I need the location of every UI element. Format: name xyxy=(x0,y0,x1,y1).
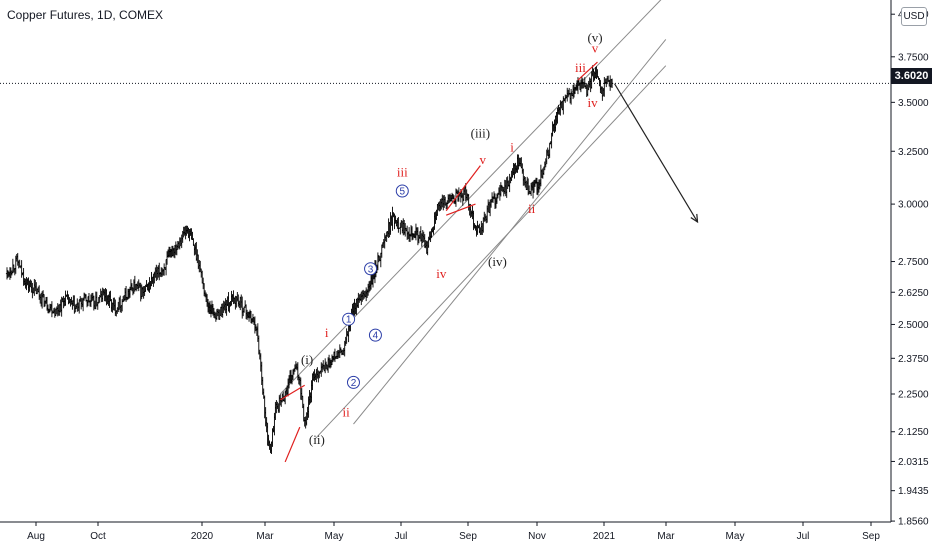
wave-label-red: ii xyxy=(343,404,351,419)
red-wave-line xyxy=(279,384,305,401)
y-tick-label: 1.8560 xyxy=(898,517,929,528)
red-wave-line xyxy=(445,165,481,212)
red-wave-lines xyxy=(279,61,598,463)
channel-line xyxy=(279,0,662,395)
wave-label-circled: 5 xyxy=(395,184,409,198)
channel-line xyxy=(353,39,667,425)
wave-label-black: (v) xyxy=(587,30,602,45)
channel-line xyxy=(314,65,667,440)
x-tick-label: May xyxy=(325,531,344,542)
last-price-label: 3.6020 xyxy=(891,68,932,84)
chart-title: Copper Futures, 1D, COMEX xyxy=(7,8,164,22)
wave-label-circled: 4 xyxy=(368,328,382,342)
wave-label-black: (i) xyxy=(301,352,313,367)
wave-circle xyxy=(342,312,356,326)
candle xyxy=(611,78,614,88)
y-tick-label: 2.6250 xyxy=(898,288,929,299)
currency-button[interactable]: USD xyxy=(901,7,927,26)
y-tick-label: 3.5000 xyxy=(898,98,929,109)
x-tick-label: Jul xyxy=(395,531,408,542)
wave-label-red: v xyxy=(480,152,487,167)
wave-label-text: 1 xyxy=(346,315,352,326)
x-tick-label: Sep xyxy=(459,531,477,542)
wave-label-black: (ii) xyxy=(309,432,325,447)
wave-circle xyxy=(364,262,378,276)
candles xyxy=(5,65,614,455)
red-wave-line xyxy=(284,426,301,463)
wave-circle xyxy=(346,375,360,389)
x-tick-label: Mar xyxy=(657,531,675,542)
y-tick-label: 2.7500 xyxy=(898,257,929,268)
wave-label-black: (iii) xyxy=(471,126,491,141)
wave-label-red: iii xyxy=(397,164,408,179)
forecast-arrow-head xyxy=(690,213,699,224)
wave-label-red: ii xyxy=(528,201,536,216)
y-tick-label: 3.0000 xyxy=(898,200,929,211)
x-tick-label: Aug xyxy=(27,531,45,542)
red-wave-line xyxy=(445,203,476,216)
x-tick-label: Oct xyxy=(90,531,106,542)
wave-label-text: 4 xyxy=(373,331,379,342)
y-tick-label: 2.0315 xyxy=(898,457,929,468)
wave-label-red: iv xyxy=(588,95,599,110)
x-tick-label: 2021 xyxy=(593,531,616,542)
forecast-arrow-line xyxy=(614,83,699,223)
x-tick-label: May xyxy=(726,531,745,542)
x-tick-label: Jul xyxy=(797,531,810,542)
wave-label-red: i xyxy=(510,140,514,155)
x-tick-label: 2020 xyxy=(191,531,214,542)
wave-label-circled: 3 xyxy=(364,262,378,276)
wave-circle xyxy=(395,184,409,198)
wave-label-red: iv xyxy=(436,266,447,281)
wave-label-text: 5 xyxy=(399,187,405,198)
x-tick-label: Nov xyxy=(528,531,546,542)
channel-lines xyxy=(279,0,667,440)
forecast-arrow xyxy=(614,83,699,224)
x-tick-label: Sep xyxy=(862,531,880,542)
wave-label-red: iii xyxy=(575,60,586,75)
y-tick-label: 2.3750 xyxy=(898,354,929,365)
wave-label-circled: 1 xyxy=(342,312,356,326)
wave-circle xyxy=(368,328,382,342)
wave-label-red: v xyxy=(592,41,599,56)
x-tick-label: Mar xyxy=(256,531,274,542)
wave-label-text: 3 xyxy=(368,264,374,275)
wave-label-circled: 2 xyxy=(346,375,360,389)
wave-label-red: i xyxy=(325,325,329,340)
wave-label-text: 2 xyxy=(351,378,357,389)
wave-label-black: (iv) xyxy=(488,254,507,269)
y-tick-label: 1.9435 xyxy=(898,486,929,497)
y-tick-label: 2.5000 xyxy=(898,320,929,331)
y-tick-label: 3.7500 xyxy=(898,52,929,63)
y-tick-label: 2.1250 xyxy=(898,427,929,438)
y-tick-label: 2.2500 xyxy=(898,390,929,401)
y-tick-label: 3.2500 xyxy=(898,147,929,158)
wave-labels: (v)viiiiv(iii)viiii5iiiv(iv)3i14(i)2ii(i… xyxy=(301,30,603,447)
red-wave-line xyxy=(577,61,598,81)
